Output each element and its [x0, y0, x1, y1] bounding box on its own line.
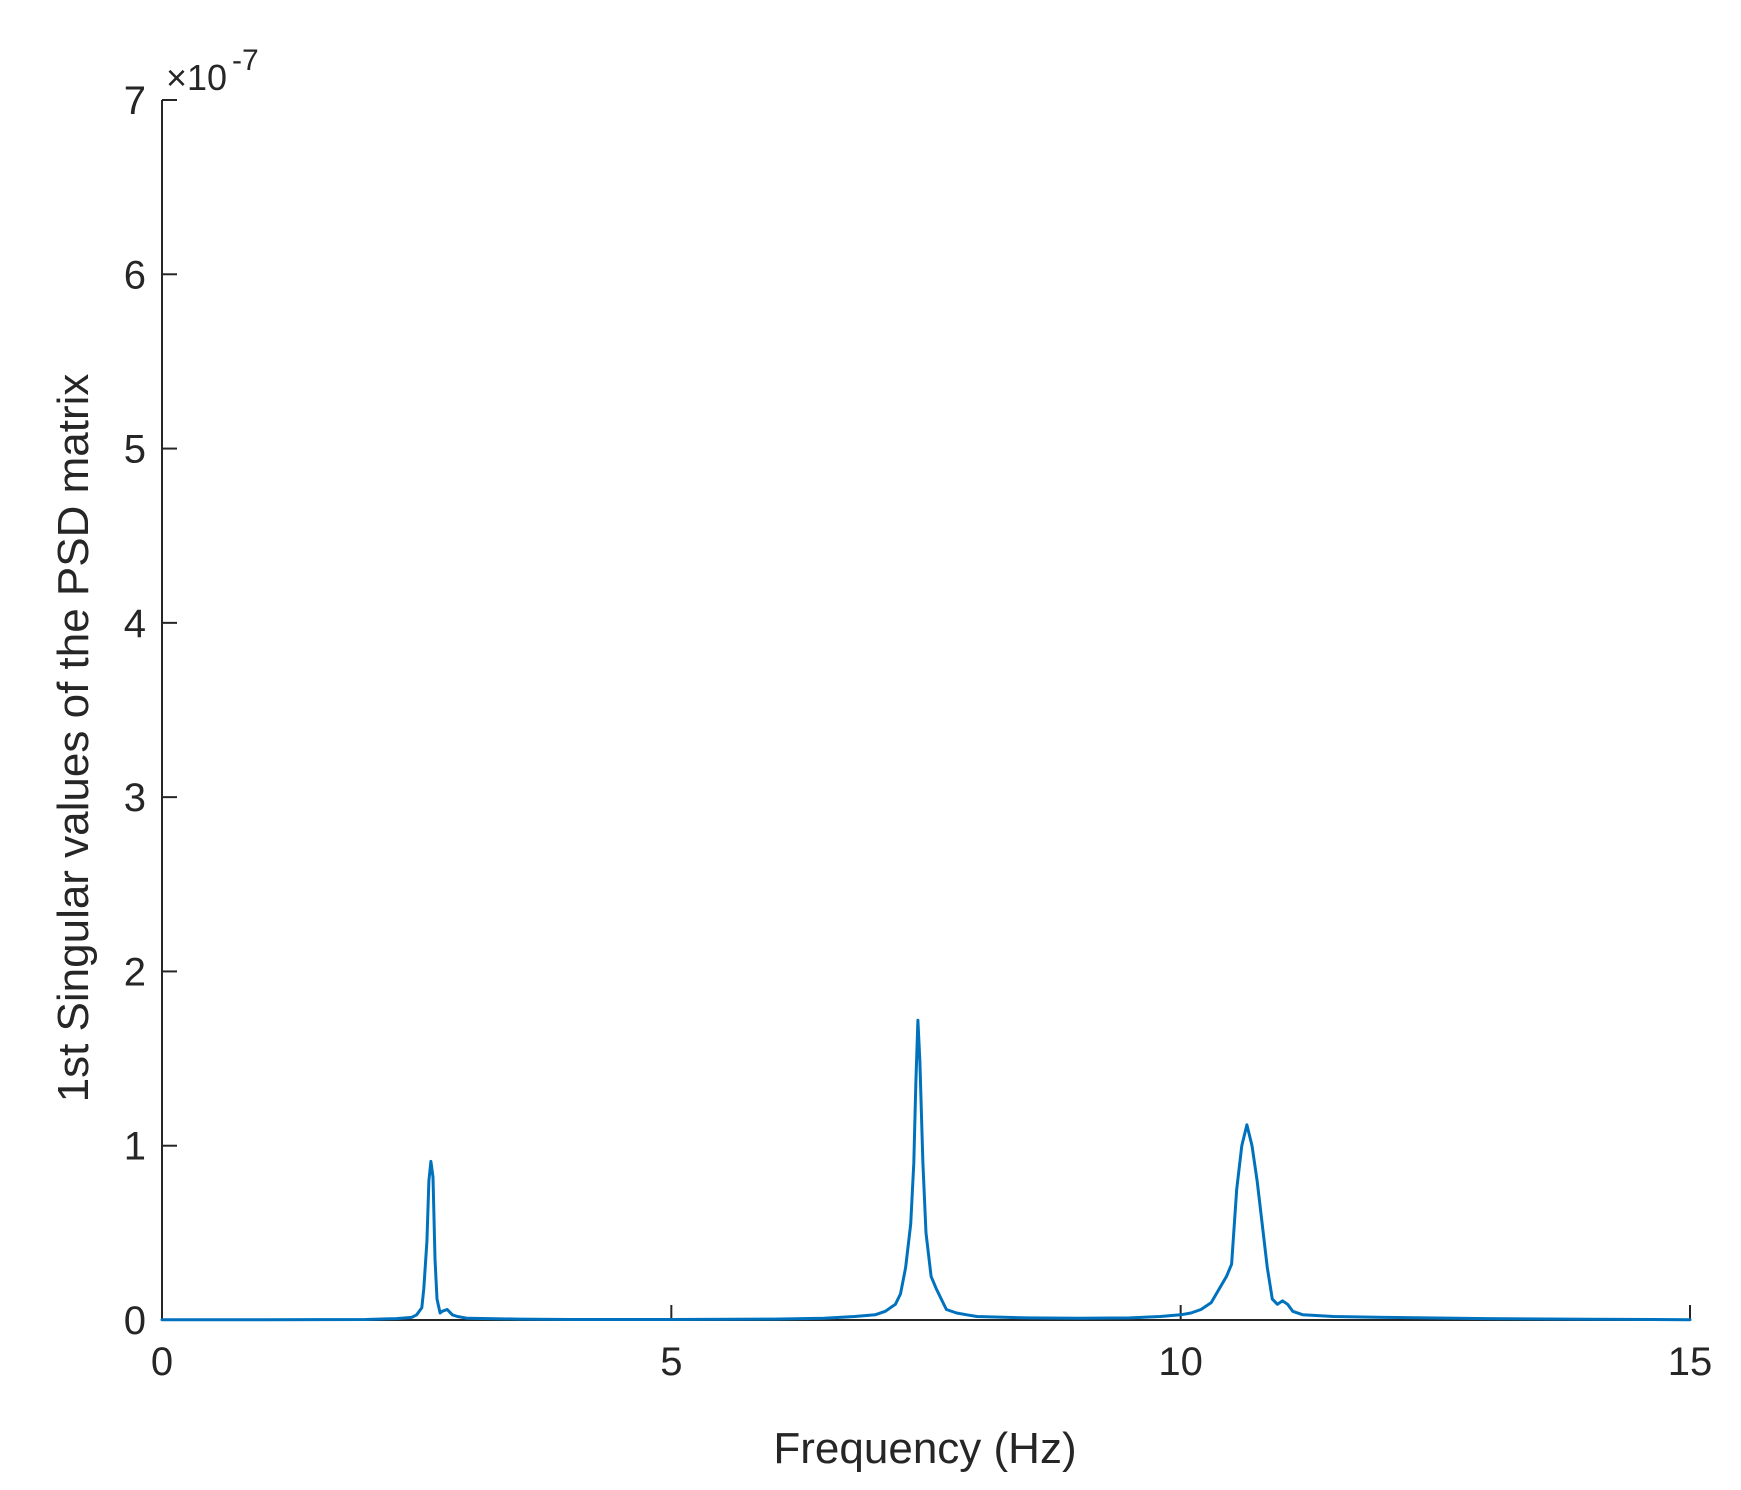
y-tick-label: 1: [124, 1125, 146, 1169]
y-tick-label: 7: [124, 79, 146, 123]
y-tick-label: 4: [124, 602, 146, 646]
x-axis-label: Frequency (Hz): [773, 1424, 1076, 1473]
y-axis-ticks: 0 1 2 3 4 5 6 7: [124, 79, 177, 1343]
x-tick-label: 0: [151, 1340, 173, 1384]
axes-lines: [161, 100, 1690, 1321]
y-tick-label: 0: [124, 1299, 146, 1343]
singular-value-series-line: [160, 1018, 1692, 1322]
x-tick-label: 15: [1668, 1340, 1713, 1384]
y-tick-label: 3: [124, 776, 146, 820]
y-tick-label: 6: [124, 253, 146, 297]
y-axis-exponent-base: ×10: [166, 57, 227, 98]
x-tick-label: 10: [1158, 1340, 1203, 1384]
y-axis-label: 1st Singular values of the PSD matrix: [49, 374, 98, 1103]
y-tick-label: 2: [124, 950, 146, 994]
x-tick-label: 5: [660, 1340, 682, 1384]
y-axis-exponent-power: -7: [232, 44, 259, 77]
x-axis-ticks: 0 5 10 15: [151, 1305, 1712, 1384]
y-tick-label: 5: [124, 428, 146, 472]
